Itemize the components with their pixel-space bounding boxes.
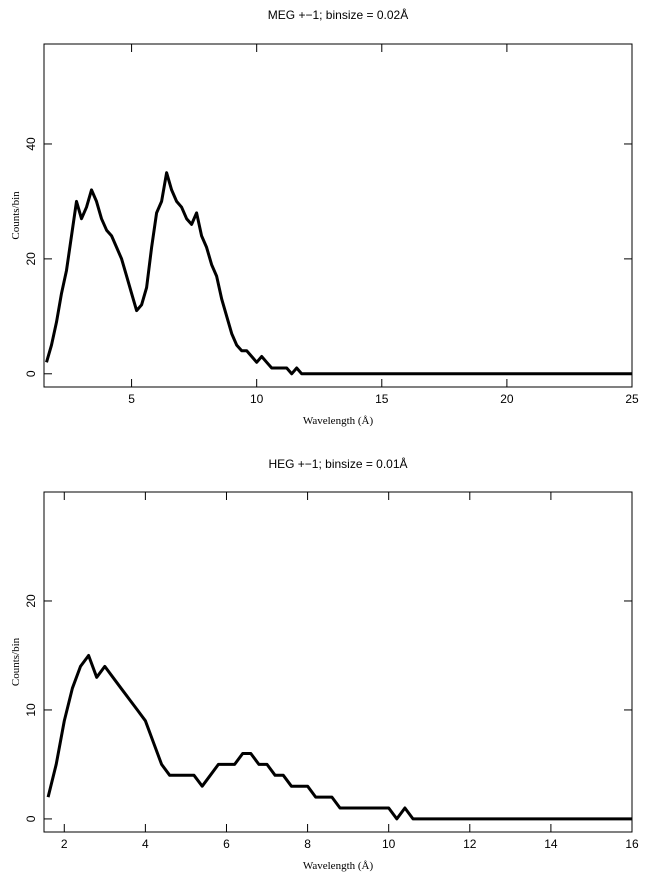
- x-tick-label: 4: [142, 837, 149, 851]
- y-axis-label: Counts/bin: [10, 191, 22, 240]
- x-tick-label: 14: [544, 837, 558, 851]
- x-tick-label: 12: [463, 837, 477, 851]
- x-tick-label: 5: [128, 392, 135, 406]
- x-axis-label: Wavelength (Å): [303, 860, 374, 872]
- y-axis-label: Counts/bin: [10, 637, 22, 686]
- x-tick-label: 2: [61, 837, 68, 851]
- y-tick-label: 20: [24, 594, 38, 608]
- plot-frame: [43, 43, 633, 388]
- chart-title: MEG +−1; binsize = 0.02Å: [268, 7, 408, 22]
- y-tick-label: 40: [24, 137, 38, 151]
- y-tick-label: 0: [24, 815, 38, 822]
- x-tick-label: 10: [250, 392, 264, 406]
- x-tick-label: 15: [375, 392, 389, 406]
- x-tick-label: 16: [625, 837, 639, 851]
- plot-frame: [43, 491, 633, 833]
- spectrum-line: [45, 171, 632, 376]
- spectrum-line: [46, 654, 632, 821]
- chart-title: HEG +−1; binsize = 0.01Å: [268, 456, 407, 471]
- x-tick-label: 25: [625, 392, 639, 406]
- y-tick-label: 20: [24, 252, 38, 266]
- x-axis-label: Wavelength (Å): [303, 415, 374, 427]
- x-tick-label: 10: [382, 837, 396, 851]
- x-tick-label: 6: [223, 837, 230, 851]
- x-tick-label: 8: [304, 837, 311, 851]
- y-tick-label: 0: [24, 370, 38, 377]
- y-tick-label: 10: [24, 703, 38, 717]
- x-tick-label: 20: [500, 392, 514, 406]
